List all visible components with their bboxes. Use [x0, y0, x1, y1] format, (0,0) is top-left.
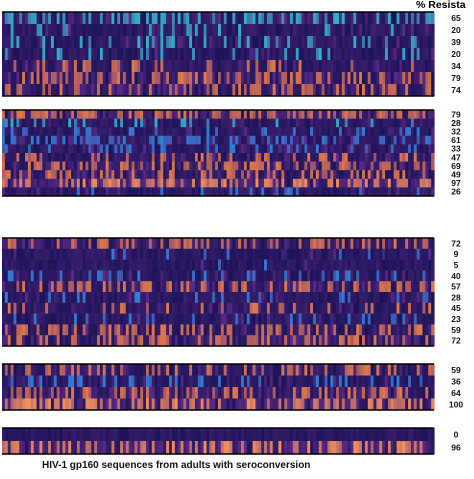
- resistance-value-label: 34: [451, 61, 461, 71]
- heatmap-cell: [431, 324, 434, 335]
- heatmap-cell: [431, 303, 434, 314]
- resistance-value-label: 36: [451, 376, 461, 386]
- resistance-value-label: 20: [451, 49, 461, 59]
- heatmap-row: [2, 24, 435, 36]
- resistance-value-label: 74: [451, 85, 461, 95]
- resistance-value-label: 23: [451, 314, 461, 324]
- heatmap-cell: [431, 60, 434, 72]
- resistance-value-label: 45: [451, 303, 461, 313]
- heatmap-row: [2, 179, 435, 188]
- heatmap-cell: [431, 170, 434, 179]
- heatmap-cell: [431, 179, 434, 188]
- heatmap-row: [2, 127, 435, 136]
- heatmap-row: [2, 303, 435, 314]
- heatmap-row: [2, 314, 435, 325]
- heatmap-cell: [431, 292, 434, 303]
- heatmap-row: [2, 428, 435, 441]
- heatmap-cell: [431, 238, 434, 249]
- heatmap-cell: [431, 24, 434, 36]
- heatmap-row: [2, 441, 435, 454]
- heatmap-row: [2, 84, 435, 96]
- heatmap-row: [2, 110, 435, 119]
- heatmap-row: [2, 281, 435, 292]
- resistance-value-label: 72: [451, 336, 461, 346]
- heatmap-cell: [431, 36, 434, 48]
- heatmap-cell: [431, 387, 434, 399]
- heatmap-row: [2, 144, 435, 153]
- heatmap-cell: [431, 48, 434, 60]
- resistance-value-label: 20: [451, 25, 461, 35]
- heatmap-panel-5: [2, 428, 435, 454]
- resistance-value-label: 39: [451, 37, 461, 47]
- heatmap-row: [2, 187, 435, 196]
- heatmap-row: [2, 12, 435, 24]
- heatmap-panel-1: [2, 12, 435, 96]
- heatmap-cell: [431, 119, 434, 128]
- heatmap-row: [2, 136, 435, 145]
- heatmap-row: [2, 170, 435, 179]
- heatmap-row: [2, 238, 435, 249]
- heatmap-row: [2, 399, 435, 411]
- resistance-value-label: 40: [451, 271, 461, 281]
- heatmap-row: [2, 324, 435, 335]
- heatmap-cell: [431, 399, 434, 411]
- heatmap-cell: [431, 127, 434, 136]
- heatmap-cell: [431, 84, 434, 96]
- heatmap-row: [2, 60, 435, 72]
- heatmap-cell: [431, 144, 434, 153]
- heatmap-cell: [431, 281, 434, 292]
- heatmap-cell: [431, 12, 434, 24]
- heatmap-panel-2: [2, 110, 435, 196]
- heatmap-cell: [431, 260, 434, 271]
- heatmap-row: [2, 119, 435, 128]
- heatmap-cell: [431, 249, 434, 260]
- resistance-value-label: 64: [451, 388, 461, 398]
- heatmap-row: [2, 376, 435, 388]
- heatmap-row: [2, 335, 435, 346]
- heatmap-row: [2, 249, 435, 260]
- resistance-value-label: 65: [451, 13, 461, 23]
- resistance-value-label: 59: [451, 325, 461, 335]
- heatmap-row: [2, 72, 435, 84]
- heatmap-row: [2, 48, 435, 60]
- resistance-value-label: 57: [451, 282, 461, 292]
- resistance-value-label: 59: [451, 365, 461, 375]
- heatmap-cell: [431, 335, 434, 346]
- resistance-value-label: 28: [451, 292, 461, 302]
- resistance-value-label: 9: [454, 249, 459, 259]
- heatmap-row: [2, 36, 435, 48]
- heatmap-cell: [431, 187, 434, 196]
- heatmap-row: [2, 387, 435, 399]
- heatmap-cell: [431, 110, 434, 119]
- resistance-value-label: 79: [451, 73, 461, 83]
- heatmap-cell: [431, 270, 434, 281]
- heatmap-cell: [431, 153, 434, 162]
- heatmap-panel-4: [2, 364, 435, 410]
- heatmap-cell: [431, 364, 434, 376]
- heatmap-row: [2, 270, 435, 281]
- heatmap-cell: [431, 428, 434, 441]
- heatmap-cell: [431, 314, 434, 325]
- heatmap-cell: [431, 136, 434, 145]
- heatmap-row: [2, 292, 435, 303]
- heatmap-row: [2, 162, 435, 171]
- heatmap-row: [2, 153, 435, 162]
- heatmap-row: [2, 364, 435, 376]
- heatmap-cell: [431, 376, 434, 388]
- resistance-value-label: 5: [454, 260, 459, 270]
- heatmap-panel-3: [2, 238, 435, 346]
- resistance-value-label: 26: [451, 187, 461, 197]
- heatmap-cell: [431, 72, 434, 84]
- heatmap-row: [2, 260, 435, 271]
- resistance-value-label: 100: [449, 399, 463, 409]
- heatmap-cell: [431, 162, 434, 171]
- resistance-value-label: 72: [451, 238, 461, 248]
